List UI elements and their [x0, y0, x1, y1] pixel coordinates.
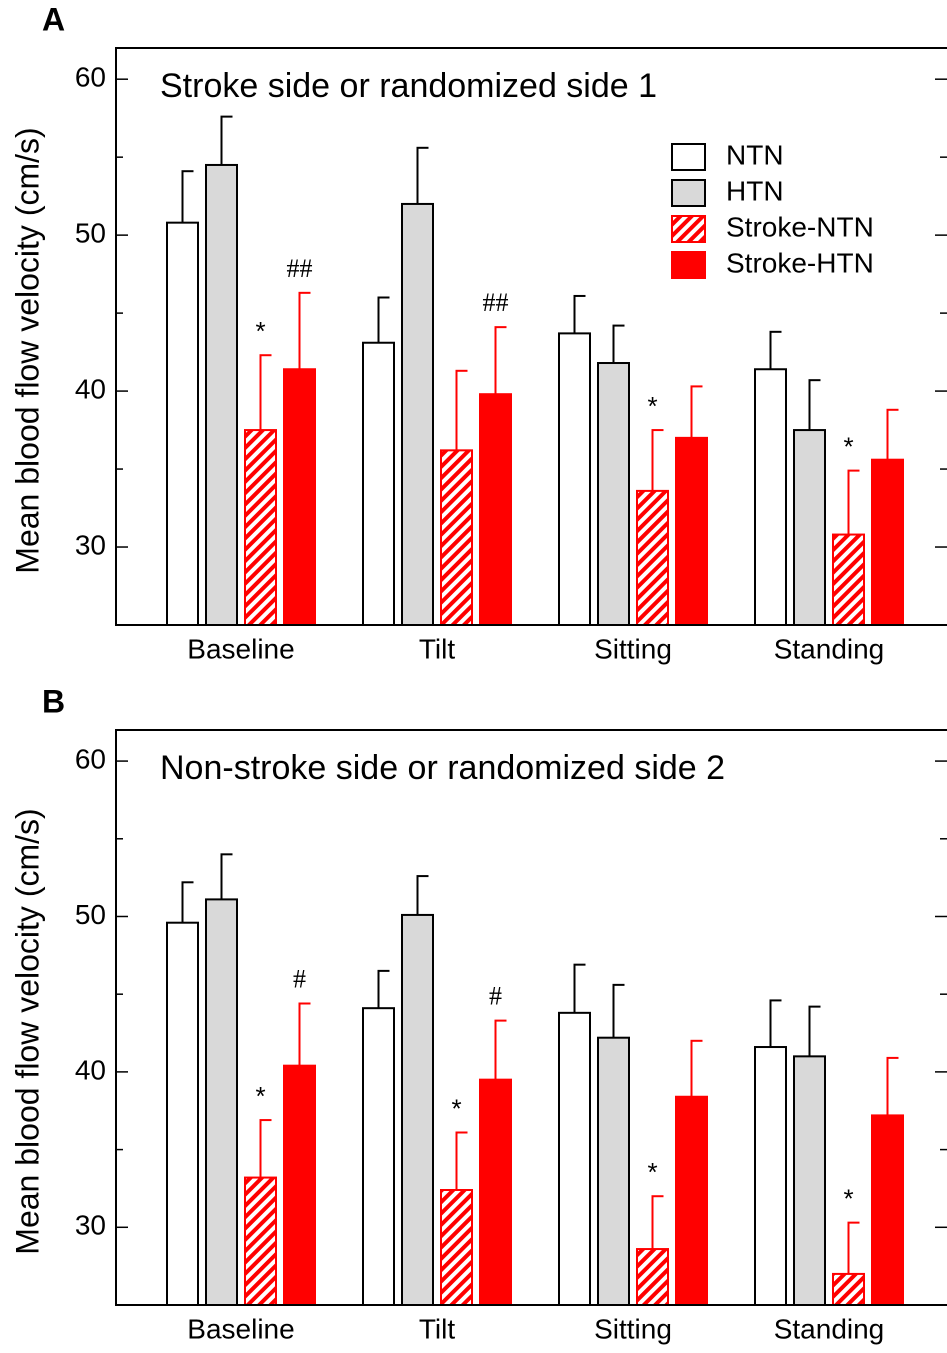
y-tick-label: 60	[75, 743, 106, 774]
bar	[871, 458, 904, 626]
y-tick-label: 50	[75, 218, 106, 249]
chart-title: Stroke side or randomized side 1	[160, 67, 657, 105]
bar	[636, 1248, 669, 1307]
x-tick-label: Standing	[774, 633, 885, 664]
y-tick-label: 60	[75, 62, 106, 93]
legend-swatch	[671, 143, 706, 171]
bar	[244, 1176, 277, 1307]
x-tick-label: Baseline	[187, 633, 294, 664]
bar	[832, 533, 865, 626]
panel-label: A	[42, 1, 65, 37]
bar	[401, 913, 434, 1306]
bar	[362, 1007, 395, 1306]
significance-marker: *	[647, 1157, 657, 1187]
panel-label: B	[42, 683, 65, 719]
bar	[832, 1272, 865, 1307]
significance-marker: *	[843, 431, 853, 461]
bar	[283, 368, 316, 627]
significance-marker: #	[489, 982, 502, 1011]
significance-marker: ##	[287, 254, 313, 283]
chart-title: Non-stroke side or randomized side 2	[160, 749, 725, 787]
bar	[754, 1046, 787, 1306]
y-tick-label: 30	[75, 529, 106, 560]
bar	[479, 1078, 512, 1306]
legend-swatch	[671, 179, 706, 207]
bar	[479, 393, 512, 627]
axis-frame	[115, 47, 947, 626]
y-tick-label: 30	[75, 1210, 106, 1241]
x-tick-label: Sitting	[594, 633, 672, 664]
y-tick-label: 50	[75, 899, 106, 930]
x-tick-label: Standing	[774, 1313, 885, 1344]
significance-marker: *	[255, 1081, 265, 1111]
bar	[205, 898, 238, 1306]
bar	[440, 449, 473, 626]
legend-swatch	[671, 215, 706, 243]
bar	[675, 436, 708, 626]
significance-marker: *	[843, 1184, 853, 1214]
legend-label: HTN	[726, 175, 784, 206]
legend-label: Stroke-HTN	[726, 247, 874, 278]
axis-frame	[115, 729, 947, 1306]
y-axis-label: Mean blood flow velocity (cm/s)	[9, 127, 45, 573]
bar	[793, 429, 826, 626]
legend-swatch	[671, 251, 706, 279]
legend-label: Stroke-NTN	[726, 211, 874, 242]
legend-label: NTN	[726, 139, 784, 170]
bar	[440, 1189, 473, 1306]
bar	[675, 1095, 708, 1306]
x-tick-label: Tilt	[419, 1313, 456, 1344]
significance-marker: *	[647, 391, 657, 421]
bar	[205, 163, 238, 626]
bar	[401, 202, 434, 626]
bar	[362, 341, 395, 626]
bar	[283, 1064, 316, 1306]
y-axis-label: Mean blood flow velocity (cm/s)	[9, 808, 45, 1254]
bar	[597, 1036, 630, 1307]
significance-marker: ##	[483, 288, 509, 317]
significance-marker: #	[293, 964, 306, 993]
bar	[166, 921, 199, 1306]
bar	[166, 221, 199, 626]
x-tick-label: Baseline	[187, 1313, 294, 1344]
bar	[793, 1055, 826, 1306]
y-tick-label: 40	[75, 373, 106, 404]
bar	[636, 489, 669, 626]
significance-marker: *	[451, 1093, 461, 1123]
bar	[244, 429, 277, 626]
x-tick-label: Sitting	[594, 1313, 672, 1344]
bar	[558, 332, 591, 626]
y-tick-label: 40	[75, 1054, 106, 1085]
bar	[558, 1011, 591, 1306]
bar	[754, 368, 787, 627]
bar	[871, 1114, 904, 1306]
significance-marker: *	[255, 316, 265, 346]
x-tick-label: Tilt	[419, 633, 456, 664]
bar	[597, 362, 630, 626]
